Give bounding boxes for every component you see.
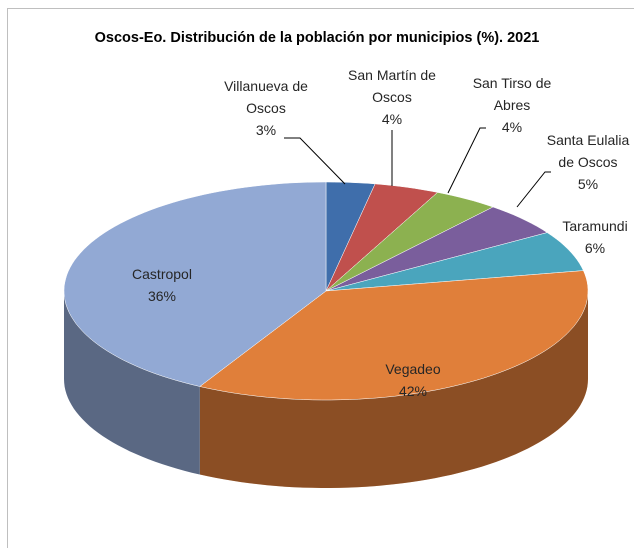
- category-label: Vegadeo: [385, 361, 441, 377]
- chart: [63, 127, 589, 488]
- category-label: San Tirso de Abres: [472, 75, 552, 113]
- category-label: Santa Eulalia de Oscos: [546, 132, 630, 170]
- pie-side: [64, 291, 200, 475]
- data-label: Vegadeo 42%: [363, 358, 463, 402]
- pie-slice: [325, 206, 548, 292]
- data-label: San Tirso de Abres 4%: [462, 72, 562, 138]
- category-label: Castropol: [132, 266, 192, 282]
- value-label: 4%: [381, 111, 403, 127]
- data-label: Castropol 36%: [112, 263, 212, 307]
- pie-side-shade: [64, 291, 200, 475]
- data-label: San Martín de Oscos 4%: [337, 64, 447, 130]
- leader-lines: [284, 127, 551, 208]
- data-label: Taramundi 6%: [545, 215, 634, 259]
- pie-side-shade: [199, 291, 589, 488]
- value-label: 4%: [501, 119, 523, 135]
- chart-title: Oscos-Eo. Distribución de la población p…: [94, 30, 540, 46]
- pie-slice: [63, 181, 327, 387]
- pie-slice: [325, 192, 494, 292]
- value-label: 42%: [398, 383, 428, 399]
- data-label: Villanueva de Oscos 3%: [211, 75, 321, 141]
- data-label: Santa Eulalia de Oscos 5%: [538, 129, 634, 195]
- chart-frame: [7, 8, 634, 548]
- leader-line: [284, 137, 346, 185]
- pie-slice: [325, 232, 584, 292]
- value-label: 6%: [584, 240, 606, 256]
- category-label: San Martín de Oscos: [348, 67, 436, 105]
- leader-line: [447, 127, 486, 194]
- category-label: Villanueva de Oscos: [224, 78, 308, 116]
- pie-slice: [199, 270, 589, 401]
- page: {"chart_data": {"type": "pie", "title": …: [7, 8, 634, 548]
- value-label: 36%: [147, 288, 177, 304]
- value-label: 5%: [577, 176, 599, 192]
- category-label: Taramundi: [562, 218, 628, 234]
- value-label: 3%: [255, 122, 277, 138]
- pie-slice: [325, 183, 439, 292]
- leader-line: [516, 171, 551, 208]
- pie-side: [199, 291, 589, 488]
